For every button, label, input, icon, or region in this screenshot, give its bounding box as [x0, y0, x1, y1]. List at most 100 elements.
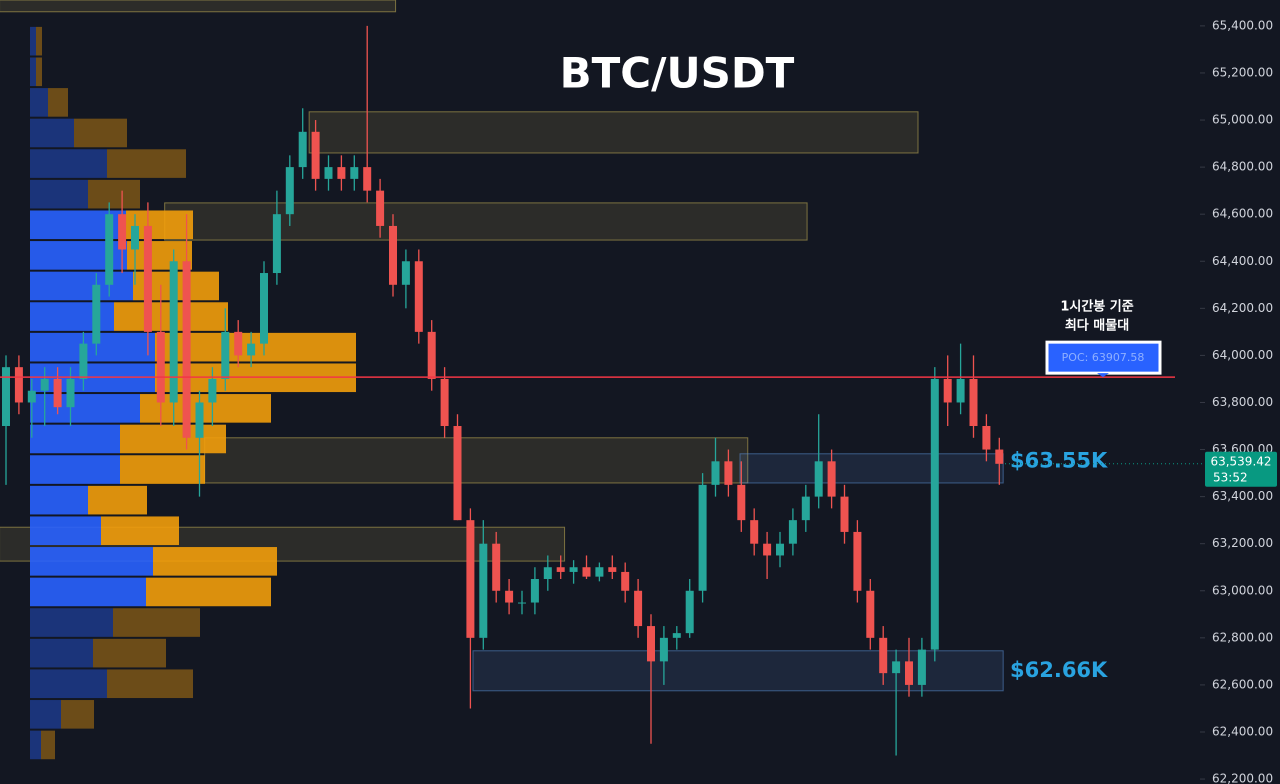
zone [164, 202, 808, 241]
candle-body [969, 378, 978, 427]
candle-body [324, 167, 333, 179]
candle-body [866, 590, 875, 638]
candle-body [247, 343, 256, 356]
profile-buy [30, 57, 36, 87]
y-tick-label: 64,400.00 [1212, 254, 1273, 268]
candle-body [917, 649, 926, 685]
candle-body [453, 426, 462, 521]
candle-body [905, 661, 913, 685]
profile-buy [30, 149, 107, 178]
y-tick-label: 62,800.00 [1212, 630, 1273, 644]
candle-body [156, 331, 165, 403]
candle-body [131, 225, 139, 250]
profile-sell [74, 118, 127, 148]
candle-body [169, 261, 178, 403]
candle-body [505, 590, 514, 603]
candle-body [2, 367, 10, 427]
y-tick-label: 64,200.00 [1212, 301, 1273, 315]
profile-buy [30, 485, 88, 515]
candle-body [337, 167, 346, 179]
candle-body [479, 543, 488, 638]
candle-body [234, 331, 243, 356]
countdown: 53:52 [1213, 470, 1248, 484]
candle-body [634, 590, 643, 627]
y-tick-label: 65,400.00 [1212, 18, 1273, 32]
profile-buy [30, 638, 93, 668]
candle-body [853, 531, 862, 591]
y-tick-label: 63,200.00 [1212, 536, 1273, 550]
y-tick-label: 62,200.00 [1212, 772, 1273, 784]
profile-sell [101, 516, 179, 546]
y-tick-label: 63,800.00 [1212, 395, 1273, 409]
candle-body [221, 331, 230, 379]
candle-body [311, 131, 320, 179]
candle-body [389, 225, 397, 285]
profile-buy [30, 179, 88, 209]
zone [739, 453, 1004, 484]
candle-body [892, 661, 901, 674]
profile-sell [36, 26, 42, 56]
poc-label: POC: 63907.58 [1062, 351, 1145, 364]
candle-body [492, 543, 501, 591]
profile-buy [30, 455, 120, 484]
candle-body [776, 543, 784, 556]
profile-sell [146, 577, 271, 607]
candle-body [182, 261, 191, 438]
candle-body [788, 520, 797, 544]
candle-body [118, 214, 127, 250]
candle-body [543, 567, 552, 579]
candle-body [466, 520, 475, 638]
candle-body [79, 343, 88, 379]
candle-body [272, 214, 281, 274]
candle-body [698, 484, 707, 591]
candle-body [40, 378, 49, 391]
price-tag-label: 63,539.42 [1210, 454, 1271, 468]
candle-body [930, 378, 939, 650]
profile-buy [30, 547, 153, 576]
candle-body [92, 284, 101, 344]
candle-body [840, 496, 849, 532]
candle-body [401, 261, 410, 285]
candle-body [582, 567, 591, 577]
profile-sell [88, 485, 147, 515]
profile-buy [30, 516, 101, 546]
candle-body [685, 590, 694, 634]
y-tick-label: 64,600.00 [1212, 207, 1273, 221]
zone [472, 650, 1004, 692]
zone [308, 111, 919, 154]
candle-body [53, 378, 62, 408]
candle-body [195, 402, 204, 438]
y-tick-label: 62,400.00 [1212, 724, 1273, 738]
candle-body [943, 378, 952, 403]
profile-sell [120, 455, 205, 484]
y-tick-label: 65,000.00 [1212, 113, 1273, 127]
candle-body [595, 567, 604, 577]
profile-buy [30, 394, 140, 423]
zone [0, 0, 397, 13]
profile-buy [30, 730, 41, 760]
candle-body [14, 367, 23, 403]
candle-body [879, 637, 888, 674]
profile-sell [36, 57, 42, 87]
profile-sell [153, 547, 277, 576]
y-tick-label: 63,000.00 [1212, 583, 1273, 597]
candle-body [724, 461, 733, 485]
candle-body [440, 378, 449, 427]
candle-body [672, 633, 681, 638]
candle-body [556, 567, 565, 572]
candle-body [763, 543, 772, 556]
candle-body [518, 602, 526, 604]
profile-sell [120, 424, 226, 454]
candle-body [143, 225, 152, 332]
poc-note: 최다 매물대 [1065, 318, 1129, 334]
profile-buy [30, 118, 74, 148]
candle-body [427, 331, 436, 379]
candle-body [208, 378, 217, 403]
profile-buy [30, 88, 48, 117]
candle-body [414, 261, 423, 332]
profile-buy [30, 26, 36, 56]
y-tick-label: 62,600.00 [1212, 677, 1273, 691]
candle-body [363, 167, 372, 191]
level-label: $62.66K [1010, 658, 1108, 682]
